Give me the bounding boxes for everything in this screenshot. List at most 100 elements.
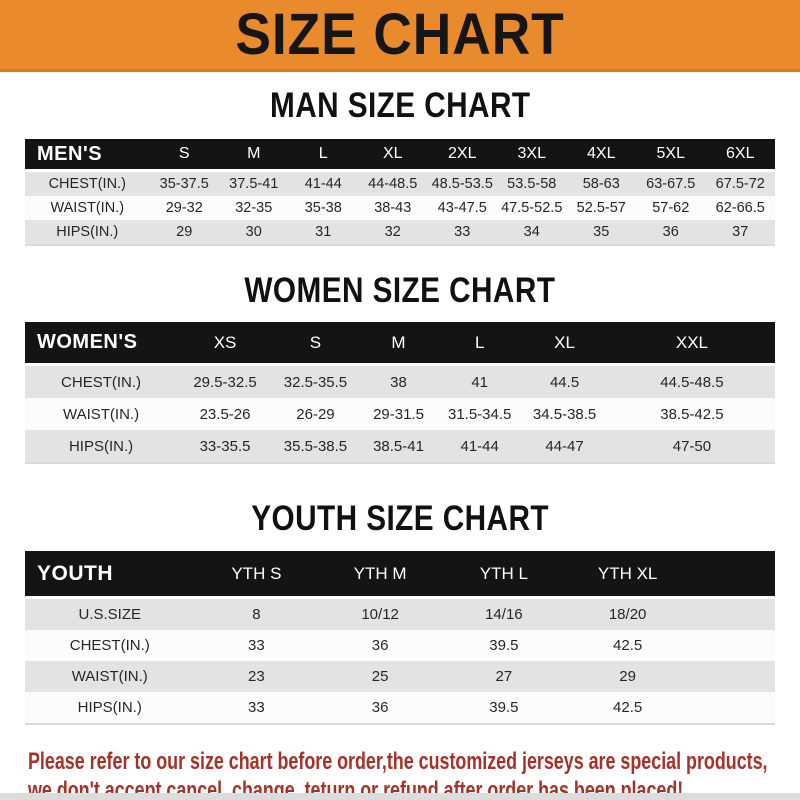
measurement-value: 14/16 [442,597,566,630]
measurement-value: 32 [358,220,428,245]
measurement-label: WAIST(IN.) [25,196,150,220]
banner-title: SIZE CHART [235,1,565,67]
measurement-value: 31 [288,220,358,245]
measurement-value: 41 [439,364,521,398]
measurement-value: 41-44 [288,170,358,196]
size-table-header-row: MEN'S S M L XL 2XL 3XL 4XL 5XL 6XL [25,139,775,172]
measurement-label: WAIST(IN.) [25,398,178,430]
size-table: WOMEN'S XS S M L XL XXL CHEST(IN.) 29.5-32.5 32.5… [25,322,775,464]
measurement-row: CHEST(IN.) 33 36 39.5 42.5 [25,630,775,661]
size-column-header: XXL [608,322,775,366]
size-column-header: L [288,139,358,172]
women-section-heading: WOMEN SIZE CHART [0,272,800,310]
table-title-cell: WOMEN'S [25,322,178,366]
measurement-value: 33-35.5 [177,430,274,463]
measurement-value: 29-31.5 [357,398,440,430]
measurement-value: 38-43 [358,196,428,220]
measurement-row: HIPS(IN.) 33 36 39.5 42.5 [25,692,775,724]
measurement-value: 44-48.5 [358,170,428,196]
disclaimer-line-1: Please refer to our size chart before or… [28,748,768,775]
measurement-value: 35.5-38.5 [273,430,358,463]
measurement-value: 29-32 [149,196,219,220]
measurement-value: 63-67.5 [636,170,706,196]
size-column-header: M [357,322,440,366]
youth-size-table-container: YOUTH YTH S YTH M YTH L YTH XL U.S.SIZE 8 10/12… [25,551,775,725]
size-column-header: XS [177,322,274,366]
size-column-header: YTH M [318,551,442,599]
measurement-row: U.S.SIZE 8 10/12 14/16 18/20 [25,597,775,630]
measurement-value: 67.5-72 [705,170,775,196]
measurement-value: 26-29 [273,398,358,430]
measurement-value: 42.5 [565,630,690,661]
spacer-cell [689,630,775,661]
measurement-value: 35-37.5 [149,170,219,196]
measurement-value: 32.5-35.5 [273,364,358,398]
size-column-header: 5XL [636,139,706,172]
size-table-header-row: YOUTH YTH S YTH M YTH L YTH XL [25,551,775,599]
measurement-value: 37.5-41 [219,170,289,196]
spacer-cell [689,661,775,692]
measurement-label: HIPS(IN.) [25,220,150,245]
measurement-value: 8 [194,597,319,630]
women-size-table-container: WOMEN'S XS S M L XL XXL CHEST(IN.) 29.5-32.5 32.5… [25,322,775,464]
measurement-value: 18/20 [565,597,690,630]
size-column-header: YTH L [442,551,566,599]
table-title-cell: YOUTH [25,551,195,599]
measurement-value: 29 [149,220,219,245]
measurement-value: 44.5 [520,364,609,398]
measurement-label: CHEST(IN.) [25,364,178,398]
measurement-value: 36 [318,630,442,661]
measurement-value: 48.5-53.5 [427,170,497,196]
size-column-header: 3XL [497,139,567,172]
measurement-value: 30 [219,220,289,245]
measurement-label: CHEST(IN.) [25,630,195,661]
measurement-value: 23.5-26 [177,398,274,430]
measurement-value: 57-62 [636,196,706,220]
measurement-value: 33 [194,630,319,661]
size-column-header: M [219,139,289,172]
table-title-cell: MEN'S [25,139,150,172]
measurement-value: 29.5-32.5 [177,364,274,398]
measurement-value: 25 [318,661,442,692]
men-section-heading-text: MAN SIZE CHART [269,86,531,125]
measurement-row: CHEST(IN.) 35-37.5 37.5-41 41-44 44-48.5 48.5… [25,170,775,196]
measurement-value: 36 [636,220,706,245]
measurement-label: HIPS(IN.) [25,430,178,463]
measurement-value: 43-47.5 [427,196,497,220]
measurement-row: CHEST(IN.) 29.5-32.5 32.5-35.5 38 41 44.5 44.5… [25,364,775,398]
measurement-value: 34.5-38.5 [520,398,609,430]
measurement-value: 44-47 [520,430,609,463]
size-column-header: XL [358,139,428,172]
measurement-value: 38 [357,364,440,398]
measurement-label: HIPS(IN.) [25,692,195,724]
measurement-row: WAIST(IN.) 23.5-26 26-29 29-31.5 31.5-34.5 34… [25,398,775,430]
measurement-row: WAIST(IN.) 23 25 27 29 [25,661,775,692]
measurement-value: 41-44 [439,430,521,463]
measurement-label: CHEST(IN.) [25,170,150,196]
size-table: MEN'S S M L XL 2XL 3XL 4XL 5XL 6XL CHEST(IN.) 35-37… [25,139,775,246]
size-column-header: L [439,322,521,366]
youth-section-heading-text: YOUTH SIZE CHART [251,499,549,538]
men-section-heading: MAN SIZE CHART [0,87,800,125]
size-table-header-row: WOMEN'S XS S M L XL XXL [25,322,775,366]
measurement-label: U.S.SIZE [25,597,195,630]
measurement-value: 35 [566,220,636,245]
measurement-value: 10/12 [318,597,442,630]
measurement-value: 52.5-57 [566,196,636,220]
measurement-row: HIPS(IN.) 33-35.5 35.5-38.5 38.5-41 41-44 44-… [25,430,775,463]
measurement-value: 27 [442,661,566,692]
measurement-value: 29 [565,661,690,692]
spacer-cell [689,551,775,599]
size-column-header: 4XL [566,139,636,172]
measurement-value: 37 [705,220,775,245]
size-table: YOUTH YTH S YTH M YTH L YTH XL U.S.SIZE 8 10/12… [25,551,775,725]
measurement-value: 39.5 [442,630,566,661]
measurement-value: 38.5-41 [357,430,440,463]
image-bottom-edge [0,793,800,800]
measurement-row: HIPS(IN.) 29 30 31 32 33 34 35 36 37 [25,220,775,245]
measurement-value: 35-38 [288,196,358,220]
measurement-value: 53.5-58 [497,170,567,196]
size-column-header: 6XL [705,139,775,172]
spacer-cell [689,692,775,724]
